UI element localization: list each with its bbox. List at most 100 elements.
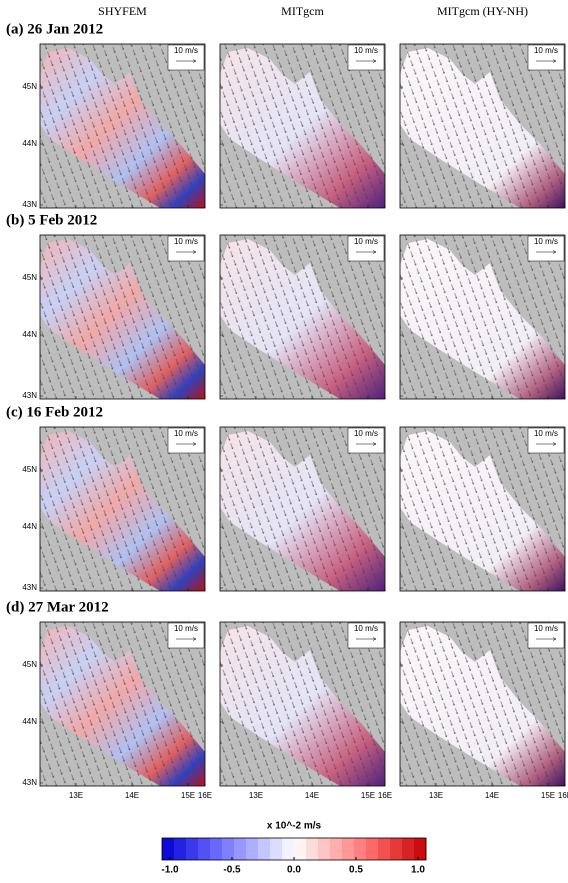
y-tick-label: 45N: [22, 465, 37, 474]
colorbar-cell: [414, 838, 427, 860]
reference-box: [527, 235, 565, 262]
reference-box: [347, 44, 385, 71]
colorbar-cell: [390, 838, 403, 860]
colorbar-cell: [222, 838, 235, 860]
colorbar-tick-label: -1.0: [161, 865, 179, 876]
map-panel: 10 m/s 45N 44N 43N: [22, 426, 206, 592]
y-tick-label: 44N: [22, 522, 37, 531]
wind-field: [40, 427, 205, 591]
row-label: (a) 26 Jan 2012: [6, 21, 103, 37]
colorbar-cell: [186, 838, 199, 860]
wind-field: [220, 44, 385, 208]
colorbar-cell: [330, 838, 343, 860]
x-tick-label: 14E: [305, 791, 319, 800]
colorbar-cell: [174, 838, 187, 860]
reference-label: 10 m/s: [174, 46, 198, 55]
x-tick-label: 15E: [541, 791, 555, 800]
reference-box: [347, 235, 385, 262]
map-panel: 10 m/s: [399, 43, 566, 209]
colorbar-cell: [366, 838, 379, 860]
colorbar-cell: [246, 838, 259, 860]
frame: [39, 426, 206, 592]
reference-box: [347, 427, 385, 454]
frame: [39, 234, 206, 400]
wind-field: [40, 44, 205, 208]
map-panel: 10 m/s 45N 44N 43N: [22, 43, 206, 209]
reference-arrow: [176, 442, 197, 446]
y-tick-label: 43N: [22, 583, 37, 592]
reference-arrow: [176, 637, 197, 641]
colorbar-cell: [318, 838, 331, 860]
reference-arrow: [536, 59, 557, 63]
colorbar-cell: [342, 838, 355, 860]
x-tick-label: 16E: [558, 791, 568, 800]
reference-label: 10 m/s: [174, 624, 198, 633]
x-tick-label: 15E: [181, 791, 195, 800]
y-tick-label: 44N: [22, 139, 37, 148]
colorbar-tick-label: -0.5: [223, 865, 241, 876]
reference-arrow: [356, 637, 377, 641]
wind-field: [400, 427, 565, 591]
colorbar-cell: [270, 838, 283, 860]
reference-arrow: [536, 442, 557, 446]
wind-field: [40, 622, 205, 786]
reference-label: 10 m/s: [174, 429, 198, 438]
map-panel: 10 m/s: [399, 234, 566, 400]
reference-arrow: [536, 637, 557, 641]
reference-label: 10 m/s: [534, 237, 558, 246]
colorbar-tick-label: 0.5: [349, 865, 363, 876]
reference-box: [167, 44, 205, 71]
reference-box: [167, 427, 205, 454]
reference-arrow: [536, 250, 557, 254]
frame: [399, 234, 566, 400]
column-title: MITgcm: [281, 4, 324, 18]
frame: [219, 621, 386, 787]
reference-arrow: [356, 442, 377, 446]
colorbar-cell: [294, 838, 307, 860]
column-title: SHYFEM: [98, 4, 147, 18]
reference-box: [167, 622, 205, 649]
frame: [399, 426, 566, 592]
frame: [39, 43, 206, 209]
map-panel: 10 m/s 45N 44N 43N: [22, 234, 206, 400]
reference-label: 10 m/s: [534, 624, 558, 633]
reference-label: 10 m/s: [354, 624, 378, 633]
map-panel: 10 m/s: [219, 43, 386, 209]
reference-arrow: [356, 250, 377, 254]
colorbar-cell: [354, 838, 367, 860]
x-tick-label: 13E: [429, 791, 443, 800]
reference-arrow: [356, 59, 377, 63]
reference-label: 10 m/s: [534, 429, 558, 438]
x-tick-label: 13E: [249, 791, 263, 800]
y-tick-label: 45N: [22, 660, 37, 669]
reference-arrow: [176, 250, 197, 254]
map-panel: 10 m/s 45N 44N 43N 13E 14E 15E 16E: [22, 621, 212, 800]
frame: [399, 621, 566, 787]
x-tick-label: 14E: [485, 791, 499, 800]
reference-label: 10 m/s: [174, 237, 198, 246]
reference-box: [347, 622, 385, 649]
reference-arrow: [176, 59, 197, 63]
row-label: (b) 5 Feb 2012: [6, 212, 97, 228]
frame: [219, 43, 386, 209]
y-tick-label: 45N: [22, 273, 37, 282]
colorbar-tick-label: 0.0: [287, 865, 301, 876]
colorbar-cell: [402, 838, 415, 860]
column-title: MITgcm (HY-NH): [437, 4, 528, 18]
colorbar-cell: [378, 838, 391, 860]
wind-field: [220, 427, 385, 591]
wind-field: [400, 235, 565, 399]
colorbar-cell: [198, 838, 211, 860]
colorbar-cell: [282, 838, 295, 860]
frame: [219, 426, 386, 592]
reference-box: [527, 44, 565, 71]
map-panel: 10 m/s: [219, 426, 386, 592]
y-tick-label: 43N: [22, 778, 37, 787]
colorbar-cell: [162, 838, 175, 860]
map-panel: 10 m/s: [219, 234, 386, 400]
wind-field: [220, 622, 385, 786]
colorbar-tick-label: 1.0: [411, 865, 425, 876]
